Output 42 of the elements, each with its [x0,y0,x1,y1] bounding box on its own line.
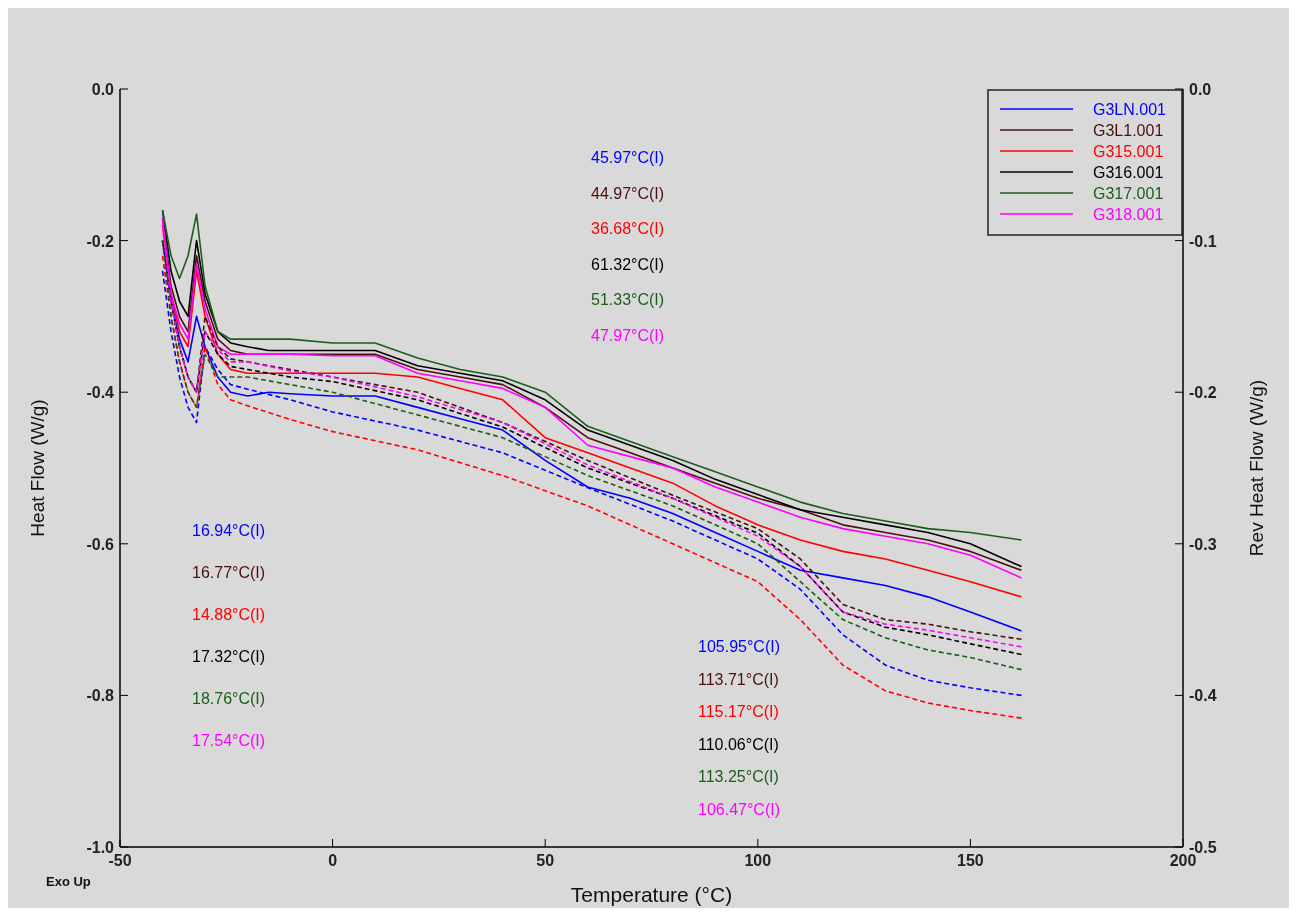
y-tick-label: -0.2 [86,232,115,250]
legend-label: G317.001 [1093,185,1164,202]
y-tick-label: -0.6 [86,535,115,553]
y-axis-title: Heat Flow (W/g) [27,399,48,537]
annotation: 17.32°C(I) [192,648,266,665]
annotation: 105.95°C(I) [698,638,780,655]
annotation: 113.71°C(I) [698,670,779,688]
y-tick-label: -0.4 [86,384,115,402]
x-axis-title: Temperature (°C) [570,883,733,906]
legend-label: G3LN.001 [1093,101,1167,118]
x-tick-label: 50 [536,852,555,869]
annotation: 45.97°C(I) [591,149,665,166]
annotation: 47.97°C(I) [591,326,665,344]
x-tick-label: 150 [957,852,984,869]
annotation: 17.54°C(I) [192,732,266,749]
annotation: 14.88°C(I) [192,606,266,623]
legend-label: G318.001 [1093,206,1164,223]
annotation: 61.32°C(I) [591,255,665,273]
annotation: 113.25°C(I) [698,768,779,785]
annotation: 16.77°C(I) [192,564,266,581]
x-tick-label: 100 [744,852,772,869]
y-tick-label: -0.8 [86,687,115,705]
y2-tick-label: -0.4 [1189,687,1217,705]
x-tick-label: 0 [328,852,338,869]
y2-axis-title: Rev Heat Flow (W/g) [1246,379,1267,557]
text: Exo Up [46,874,91,889]
y-tick-label: 0.0 [91,81,115,98]
annotation: 16.94°C(I) [192,522,266,539]
annotation: 110.06°C(I) [698,735,779,753]
y2-tick-label: -0.3 [1189,535,1217,553]
annotation: 36.68°C(I) [591,220,665,237]
legend-label: G3L1.001 [1093,122,1164,139]
legend-label: G316.001 [1093,164,1164,181]
y2-tick-label: -0.2 [1189,384,1217,402]
legend-label: G315.001 [1093,143,1164,160]
y2-tick-label: 0.0 [1189,81,1212,98]
annotation: 51.33°C(I) [591,291,665,308]
annotation: 18.76°C(I) [192,690,266,707]
y2-tick-label: -0.1 [1189,232,1217,250]
annotation: 106.47°C(I) [698,800,780,818]
annotation: 115.17°C(I) [698,703,779,720]
annotation: 44.97°C(I) [591,184,665,202]
